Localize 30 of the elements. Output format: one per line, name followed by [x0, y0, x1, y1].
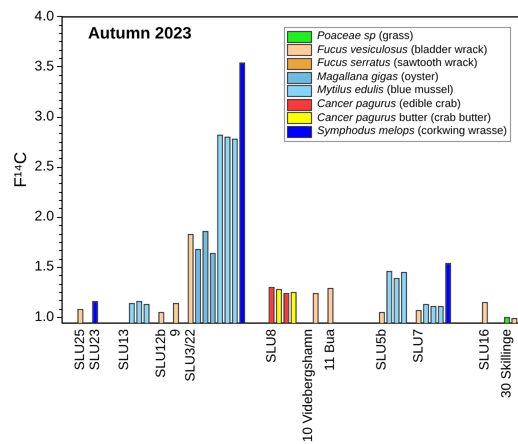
y-tick-label: 1.5 — [34, 258, 54, 274]
x-tick-label: SLU12b — [153, 329, 168, 378]
legend-label: Fucus vesiculosus (bladder wrack) — [317, 44, 488, 58]
y-tick-label: 1.0 — [34, 308, 54, 324]
x-tick-label: SLU16 — [476, 329, 492, 370]
x-tick-label: SLU3/22 — [182, 329, 198, 382]
y-tick-label: 2.0 — [34, 208, 54, 224]
y-tick-label: 3.5 — [34, 57, 54, 74]
x-tick-label: 9 — [168, 329, 183, 337]
legend-label: Poaceae sp (grass) — [317, 30, 414, 44]
legend-label: Magallana gigas (oyster) — [317, 70, 439, 84]
x-tick-label: SLU13 — [116, 329, 132, 370]
x-tick-label: SLU8 — [263, 329, 278, 363]
x-tick-label: SLU5b — [374, 329, 389, 370]
legend-label: Fucus serratus (sawtooth wrack) — [317, 57, 478, 71]
y-tick-label: 3.0 — [34, 107, 54, 124]
x-tick-label: 10 Videbergshamn — [300, 329, 316, 442]
legend-label: Symphodus melops (corkwing wrasse) — [317, 125, 507, 139]
legend-label: Cancer pagurus butter (crab butter) — [317, 112, 491, 126]
x-tick-label: SLU25 — [72, 329, 88, 370]
text: Autumn 2023 — [88, 24, 192, 42]
x-tick-label: SLU7 — [410, 329, 426, 363]
y-tick-label: 4.0 — [34, 7, 54, 24]
x-tick-label: 30 Skillinge — [498, 329, 514, 398]
x-tick-label: 11 Bua — [322, 328, 338, 371]
legend-label: Mytilus edulis (blue mussel) — [317, 84, 454, 98]
y-tick-label: 2.5 — [34, 158, 54, 174]
legend-label: Cancer pagurus (edible crab) — [317, 98, 461, 112]
x-tick-label: SLU23 — [86, 329, 102, 370]
y-axis-title: F¹⁴C — [10, 152, 30, 188]
